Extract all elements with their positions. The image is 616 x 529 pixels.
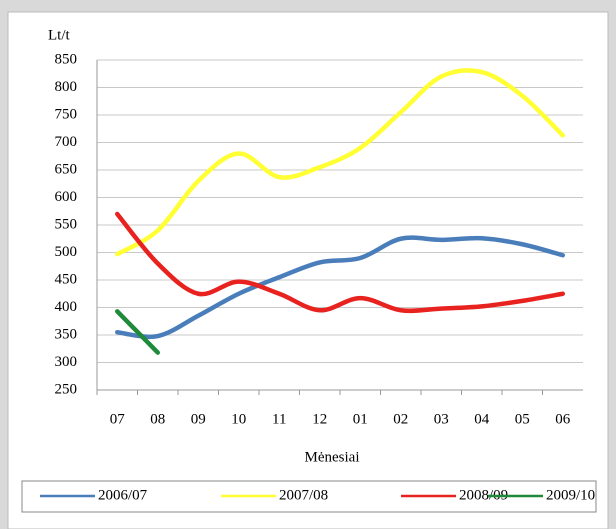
x-tick-label: 01 [353,411,368,427]
y-tick-label: 300 [55,354,78,370]
x-tick-label: 09 [191,411,206,427]
x-axis-label: Mėnesiai [305,449,360,465]
x-tick-label: 12 [312,411,327,427]
legend-label: 2007/08 [279,487,328,503]
x-tick-label: 03 [434,411,449,427]
series-line [115,309,160,355]
series-line [115,211,565,314]
legend-label: 2006/07 [98,487,148,503]
y-tick-label: 400 [55,299,78,315]
series-line [115,235,565,340]
y-tick-label: 500 [55,244,78,260]
x-tick-label: 05 [515,411,530,427]
y-tick-label: 600 [55,189,78,205]
legend-label: 2008/09 [459,487,508,503]
y-tick-label: 550 [55,216,78,232]
y-tick-label: 350 [55,326,78,342]
y-tick-label: 450 [55,271,78,287]
x-tick-label: 10 [231,411,246,427]
x-tick-label: 02 [393,411,408,427]
series-line [115,68,565,257]
y-tick-label: 700 [55,134,78,150]
y-tick-label: 800 [55,79,78,95]
x-tick-label: 08 [150,411,165,427]
chart-area [7,11,609,529]
legend-label: 2009/10 [546,487,595,503]
x-tick-label: 11 [272,411,286,427]
y-tick-label: 750 [55,106,78,122]
y-tick-label: 850 [55,51,78,67]
x-tick-label: 06 [555,411,571,427]
x-tick-label: 04 [474,411,490,427]
x-tick-label: 07 [110,411,126,427]
y-axis-label: Lt/t [48,27,70,43]
y-tick-label: 650 [55,161,78,177]
y-tick-label: 250 [55,381,78,397]
